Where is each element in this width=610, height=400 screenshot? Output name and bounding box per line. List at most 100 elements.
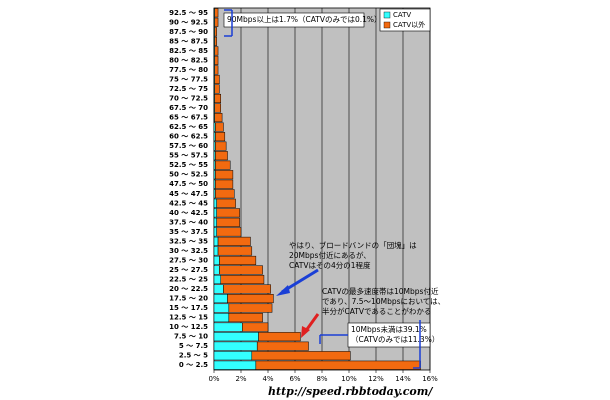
bar-segment [251, 351, 351, 361]
annotation: やはり、ブロードバンドの「団塊」は [289, 240, 417, 250]
annotation: 10Mbps未満は39.1% [351, 324, 427, 334]
bar-segment [255, 360, 421, 370]
y-tick-label: 37.5 ～ 40 [169, 218, 208, 226]
bar-segment [217, 236, 251, 246]
bar-segment [213, 332, 259, 342]
y-tick-label: 75 ～ 77.5 [169, 75, 208, 83]
bar-segment [216, 208, 240, 218]
annotation: CATVはその4分の1程度 [289, 260, 371, 270]
y-tick-label: 35 ～ 37.5 [169, 228, 208, 236]
bar-segment [215, 179, 234, 189]
bar-segment [242, 322, 269, 332]
x-tick-label: 2% [235, 375, 246, 383]
y-tick-label: 25 ～ 27.5 [169, 266, 208, 274]
y-tick-label: 55 ～ 57.5 [169, 152, 208, 160]
annotation: 90Mbps以上は1.7%（CATVのみでは0.1%） [227, 15, 382, 24]
x-tick-label: 8% [316, 375, 327, 383]
y-tick-label: 50 ～ 52.5 [169, 171, 208, 179]
bar-segment [214, 27, 217, 37]
y-tick-label: 5 ～ 7.5 [179, 342, 208, 350]
legend-label: CATV以外 [393, 20, 425, 29]
bar-segment [213, 227, 217, 237]
legend-label: CATV [393, 11, 411, 19]
bar-segment [215, 170, 234, 180]
y-tick-label: 47.5 ～ 50 [169, 180, 208, 188]
bar-segment [215, 141, 227, 151]
bar-segment [215, 132, 226, 142]
bar-segment [214, 113, 223, 123]
bar-segment [214, 65, 219, 75]
bar-segment [215, 160, 231, 170]
y-tick-label: 90 ～ 92.5 [169, 18, 208, 26]
bar-segment [213, 198, 217, 208]
bar-segment [215, 189, 235, 199]
y-tick-label: 30 ～ 32.5 [169, 247, 208, 255]
y-tick-label: 80 ～ 82.5 [169, 56, 208, 64]
x-tick-label: 0% [208, 375, 219, 383]
bar-segment [228, 303, 273, 313]
bar-segment [213, 246, 219, 256]
bar-segment [217, 246, 253, 256]
bar-segment [214, 36, 217, 46]
y-tick-label: 62.5 ～ 65 [169, 123, 208, 131]
bar-segment [213, 208, 217, 218]
y-tick-label: 17.5 ～ 20 [169, 295, 208, 303]
bar-segment [213, 236, 219, 246]
bar-segment [256, 341, 309, 351]
y-tick-label: 40 ～ 42.5 [169, 209, 208, 217]
legend-swatch [383, 11, 391, 19]
y-tick-label: 2.5 ～ 5 [179, 352, 208, 360]
y-tick-label: 57.5 ～ 60 [169, 142, 208, 150]
annotation-box [223, 12, 365, 28]
bar-segment [219, 265, 263, 275]
bar-segment [213, 284, 224, 294]
bar-segment [213, 341, 258, 351]
x-tick-label: 10% [341, 375, 357, 383]
bar-segment [213, 303, 230, 313]
annotation: CATVの最多速度帯は10Mbps付近 [322, 286, 439, 296]
y-tick-label: 60 ～ 62.5 [169, 133, 208, 141]
arrow-head [276, 285, 290, 296]
bar-segment [213, 322, 243, 332]
bar-segment [216, 227, 242, 237]
legend-swatch [383, 21, 391, 29]
bar-segment [213, 217, 217, 227]
annotation: 20Mbps付近にあるが、 [289, 250, 371, 260]
y-tick-label: 45 ～ 47.5 [169, 190, 208, 198]
bar-segment [214, 84, 220, 94]
bar-segment [214, 93, 222, 104]
bar-segment [219, 255, 257, 265]
y-tick-label: 27.5 ～ 30 [169, 256, 208, 264]
bar-segment [215, 151, 228, 161]
x-tick-label: 6% [289, 375, 300, 383]
bar-segment [216, 198, 236, 208]
arrow-head [301, 326, 310, 338]
bar-segment [213, 360, 257, 370]
annotation-box [347, 322, 431, 348]
y-tick-label: 32.5 ～ 35 [169, 237, 208, 245]
bar-segment [223, 284, 271, 294]
y-tick-label: 0 ～ 2.5 [179, 361, 208, 369]
bar-segment [213, 265, 220, 275]
y-tick-label: 42.5 ～ 45 [169, 199, 208, 207]
bar-segment [213, 313, 230, 323]
bar-segment [213, 351, 253, 361]
annotation: （CATVのみでは11.3%） [351, 335, 439, 344]
bar-segment [220, 274, 265, 285]
annotation: 半分がCATVであることがわかる [322, 306, 431, 316]
y-tick-label: 65 ～ 67.5 [169, 114, 208, 122]
bar-segment [214, 55, 219, 65]
bar-segment [213, 255, 220, 265]
x-tick-label: 14% [395, 375, 411, 383]
y-tick-label: 82.5 ～ 85 [169, 47, 208, 55]
bar-segment [215, 122, 224, 132]
bar-segment [214, 74, 220, 84]
bar-segment [213, 274, 221, 285]
x-tick-label: 4% [262, 375, 273, 383]
x-tick-label: 16% [422, 375, 438, 383]
y-tick-label: 92.5 ～ 95 [169, 9, 208, 17]
bar-segment [214, 8, 219, 18]
y-tick-label: 87.5 ～ 90 [169, 28, 208, 36]
